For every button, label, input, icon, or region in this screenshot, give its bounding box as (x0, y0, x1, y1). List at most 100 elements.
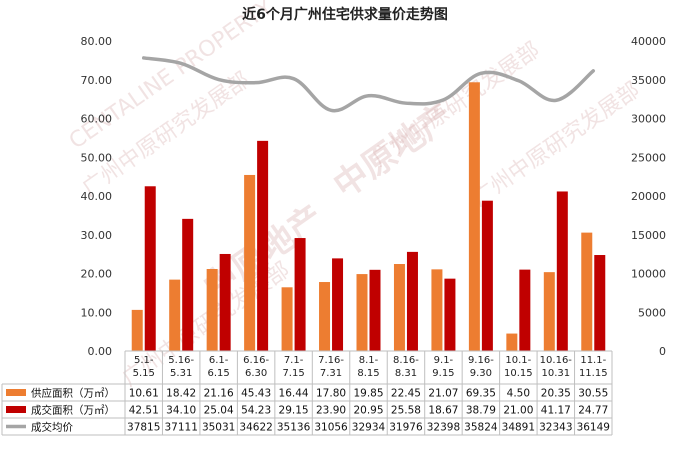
table-cell: 20.35 (541, 388, 571, 400)
category-label: 8.16- (393, 355, 419, 366)
table-cell: 31976 (389, 422, 423, 434)
table-cell: 19.85 (353, 388, 383, 400)
right-tick-label: 10000 (631, 268, 666, 281)
table-cell: 16.44 (279, 388, 309, 400)
table-cell: 35824 (464, 422, 498, 434)
table-cell: 41.17 (541, 405, 571, 417)
supply-bar (319, 282, 331, 351)
table-cell: 17.80 (316, 388, 346, 400)
table-cell: 45.43 (241, 388, 271, 400)
transaction-bar (257, 140, 269, 351)
right-axis: 0 5000 10000 15000 20000 25000 30000 35000 40000 (631, 35, 666, 358)
table-cell: 25.58 (391, 405, 421, 417)
category-label: 5.15 (133, 368, 155, 379)
table-cell: 18.67 (428, 405, 458, 417)
table-cell: 37815 (127, 422, 160, 434)
table-cell: 32934 (352, 422, 386, 434)
table-cell: 4.50 (507, 388, 530, 400)
category-label: 10.15 (504, 368, 533, 379)
right-tick-label: 25000 (631, 151, 666, 164)
transaction-bar (369, 269, 381, 351)
category-label: 5.16- (168, 355, 194, 366)
transaction-bar (481, 200, 493, 351)
table-cell: 35031 (202, 422, 235, 434)
table-cell: 21.00 (503, 405, 533, 417)
category-label: 11.1- (580, 355, 606, 366)
category-label: 10.31 (541, 368, 570, 379)
price-line (141, 56, 596, 113)
category-label: 5.31 (170, 368, 192, 379)
left-tick-label: 80.00 (81, 35, 113, 48)
supply-bar (131, 309, 143, 351)
table-cell: 25.04 (204, 405, 234, 417)
table-cell: 30.55 (578, 388, 608, 400)
legend-swatch (6, 406, 26, 413)
category-label: 8.31 (395, 368, 417, 379)
supply-bar (281, 287, 293, 351)
table-cell: 54.23 (241, 405, 271, 417)
transaction-bar (294, 238, 306, 351)
category-label: 10.1- (505, 355, 531, 366)
table-cell: 42.51 (129, 405, 159, 417)
category-label: 7.1- (284, 355, 304, 366)
left-tick-label: 50.00 (81, 151, 113, 164)
watermark-text: 广州中原研究发展部 (468, 78, 645, 212)
supply-bar (506, 333, 518, 351)
table-cell: 34.10 (166, 405, 196, 417)
transaction-bar (444, 278, 456, 351)
table-cell: 32398 (427, 422, 460, 434)
transaction-bar (406, 251, 418, 351)
table-cell: 69.35 (466, 388, 496, 400)
category-label: 7.15 (282, 368, 304, 379)
left-tick-label: 0.00 (88, 345, 113, 358)
right-tick-label: 30000 (631, 113, 666, 126)
category-label: 9.1- (434, 355, 454, 366)
left-tick-label: 70.00 (81, 74, 113, 87)
supply-bar (468, 82, 480, 352)
left-tick-label: 30.00 (81, 229, 113, 242)
category-label: 6.1- (209, 355, 229, 366)
supply-bar (393, 264, 405, 351)
data-table: 5.1- 5.15 5.16- 5.31 6.1- 6.15 6.16- 6.30 7.1- 7.… (1, 351, 613, 436)
category-label: 8.1- (359, 355, 379, 366)
category-label: 6.15 (208, 368, 230, 379)
left-tick-label: 10.00 (81, 306, 113, 319)
transaction-bar (182, 218, 194, 351)
transaction-bar (144, 186, 156, 351)
category-label: 11.15 (579, 368, 608, 379)
supply-bar (543, 272, 555, 351)
legend-label: 成交均价 (31, 421, 73, 434)
table-cell: 22.45 (391, 388, 421, 400)
category-label: 8.15 (357, 368, 379, 379)
supply-bar (244, 174, 256, 351)
category-label: 6.30 (245, 368, 267, 379)
transaction-bar (219, 253, 231, 351)
chart-title: 近6个月广州住宅供求量价走势图 (242, 6, 448, 23)
table-cell: 37111 (164, 422, 197, 434)
category-label: 10.16- (540, 355, 573, 366)
bars (125, 82, 612, 352)
category-label: 9.30 (470, 368, 492, 379)
legend-label: 成交面积（万㎡） (31, 404, 115, 417)
watermark-text: 广州中原研究发展部 (368, 38, 545, 172)
left-axis: 0.00 10.00 20.00 30.00 40.00 50.00 60.00 70.00 8… (81, 35, 113, 358)
supply-bar (356, 274, 368, 351)
table-cell: 35136 (277, 422, 311, 434)
category-label: 9.15 (432, 368, 454, 379)
table-cell: 23.90 (316, 405, 346, 417)
table-cell: 38.79 (466, 405, 496, 417)
table-cell: 34891 (502, 422, 535, 434)
legend-swatch (6, 389, 26, 396)
supply-bar (581, 232, 593, 351)
left-tick-label: 40.00 (81, 190, 113, 203)
table-cell: 18.42 (166, 388, 196, 400)
price-line-path (141, 56, 596, 113)
category-label: 7.31 (320, 368, 342, 379)
table-cell: 32343 (539, 422, 572, 434)
legend-label: 供应面积（万㎡） (31, 387, 115, 400)
left-tick-label: 60.00 (81, 113, 113, 126)
category-label: 9.16- (468, 355, 494, 366)
table-cell: 21.07 (428, 388, 458, 400)
table-cell: 31056 (314, 422, 348, 434)
